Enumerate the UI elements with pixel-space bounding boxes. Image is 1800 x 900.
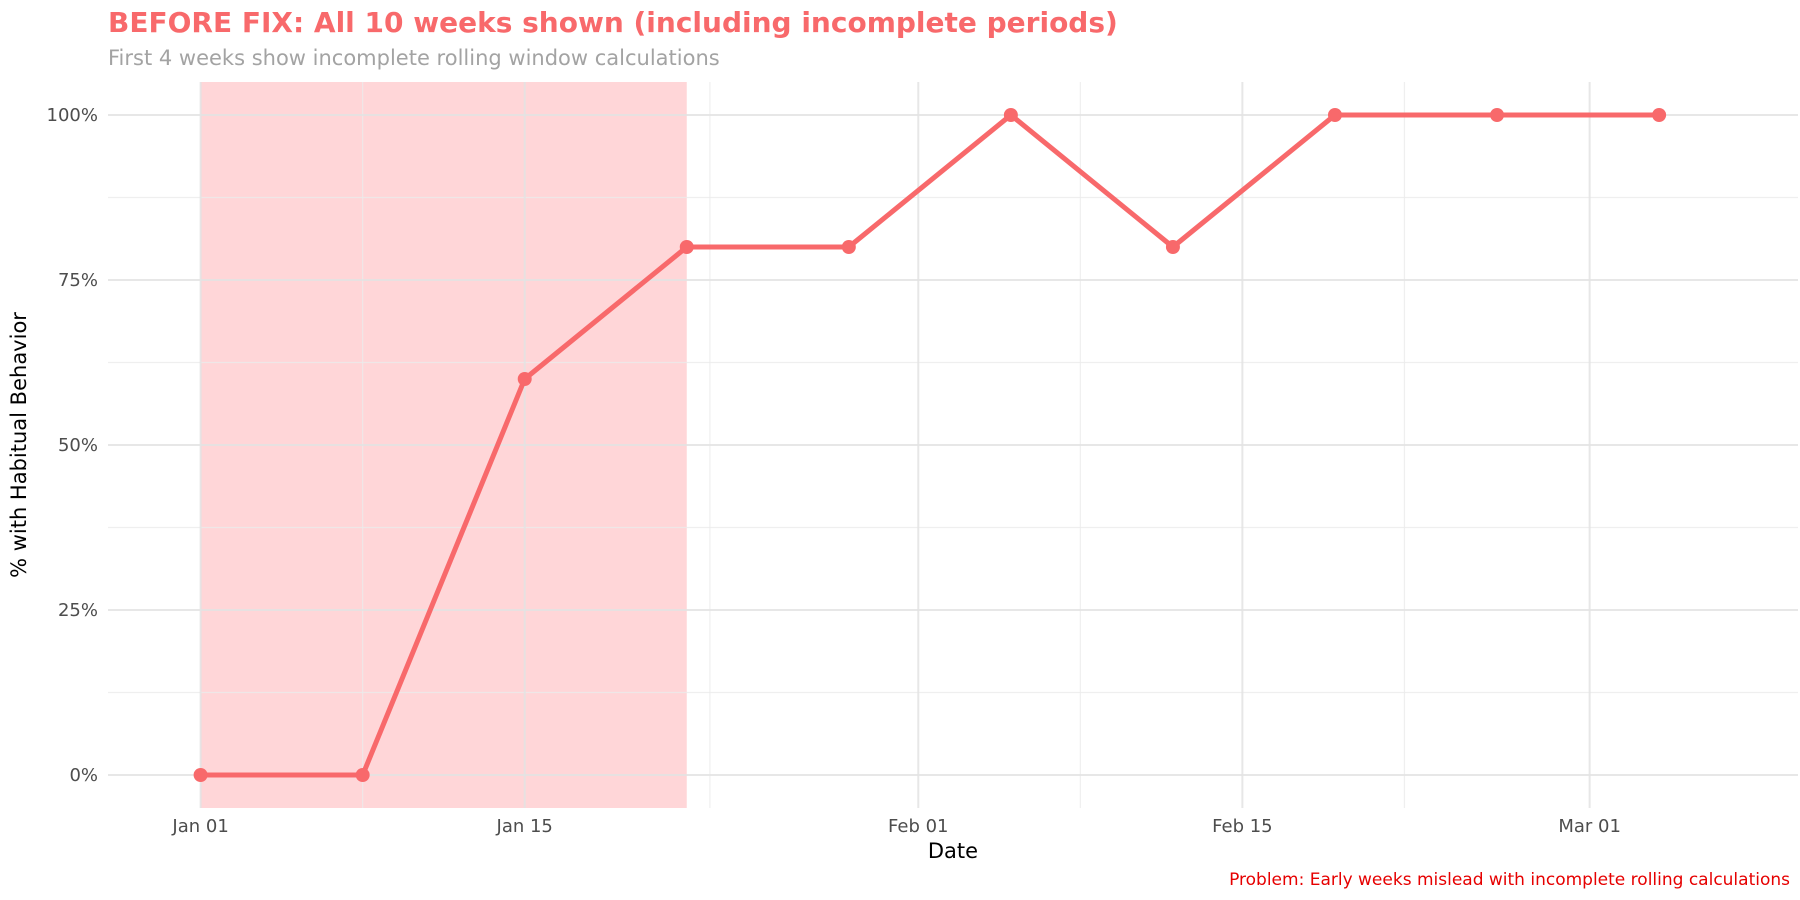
series-line-layer bbox=[198, 112, 1662, 778]
data-point bbox=[193, 768, 208, 782]
data-point bbox=[517, 372, 532, 386]
data-point bbox=[1165, 240, 1180, 254]
x-tick-label: Feb 15 bbox=[1212, 816, 1273, 837]
data-point bbox=[1327, 108, 1342, 122]
axis-labels-layer: 0% 25% 50% 75% 100% Jan 01 Jan 15 Feb 01 Feb 15 M… bbox=[7, 105, 1621, 863]
data-point bbox=[1490, 108, 1505, 122]
chart-title: BEFORE FIX: All 10 weeks shown (includin… bbox=[108, 6, 1118, 39]
data-point bbox=[355, 768, 370, 782]
data-point bbox=[841, 240, 856, 254]
y-tick-label: 0% bbox=[69, 765, 98, 786]
x-tick-label: Jan 01 bbox=[171, 816, 228, 837]
x-tick-label: Mar 01 bbox=[1558, 816, 1621, 837]
y-tick-label: 100% bbox=[47, 105, 98, 126]
chart-subtitle: First 4 weeks show incomplete rolling wi… bbox=[108, 46, 720, 70]
x-tick-label: Jan 15 bbox=[496, 816, 553, 837]
x-axis-title: Date bbox=[928, 839, 978, 863]
data-point bbox=[679, 240, 694, 254]
y-axis-title: % with Habitual Behavior bbox=[7, 312, 31, 578]
y-tick-label: 75% bbox=[58, 270, 98, 291]
y-tick-label: 50% bbox=[58, 435, 98, 456]
series-points-layer bbox=[193, 108, 1667, 782]
data-point bbox=[1652, 108, 1667, 122]
data-point bbox=[1003, 108, 1018, 122]
series-line bbox=[198, 112, 1662, 778]
x-tick-label: Feb 01 bbox=[888, 816, 949, 837]
y-tick-label: 25% bbox=[58, 600, 98, 621]
chart-caption: Problem: Early weeks mislead with incomp… bbox=[1229, 870, 1790, 890]
